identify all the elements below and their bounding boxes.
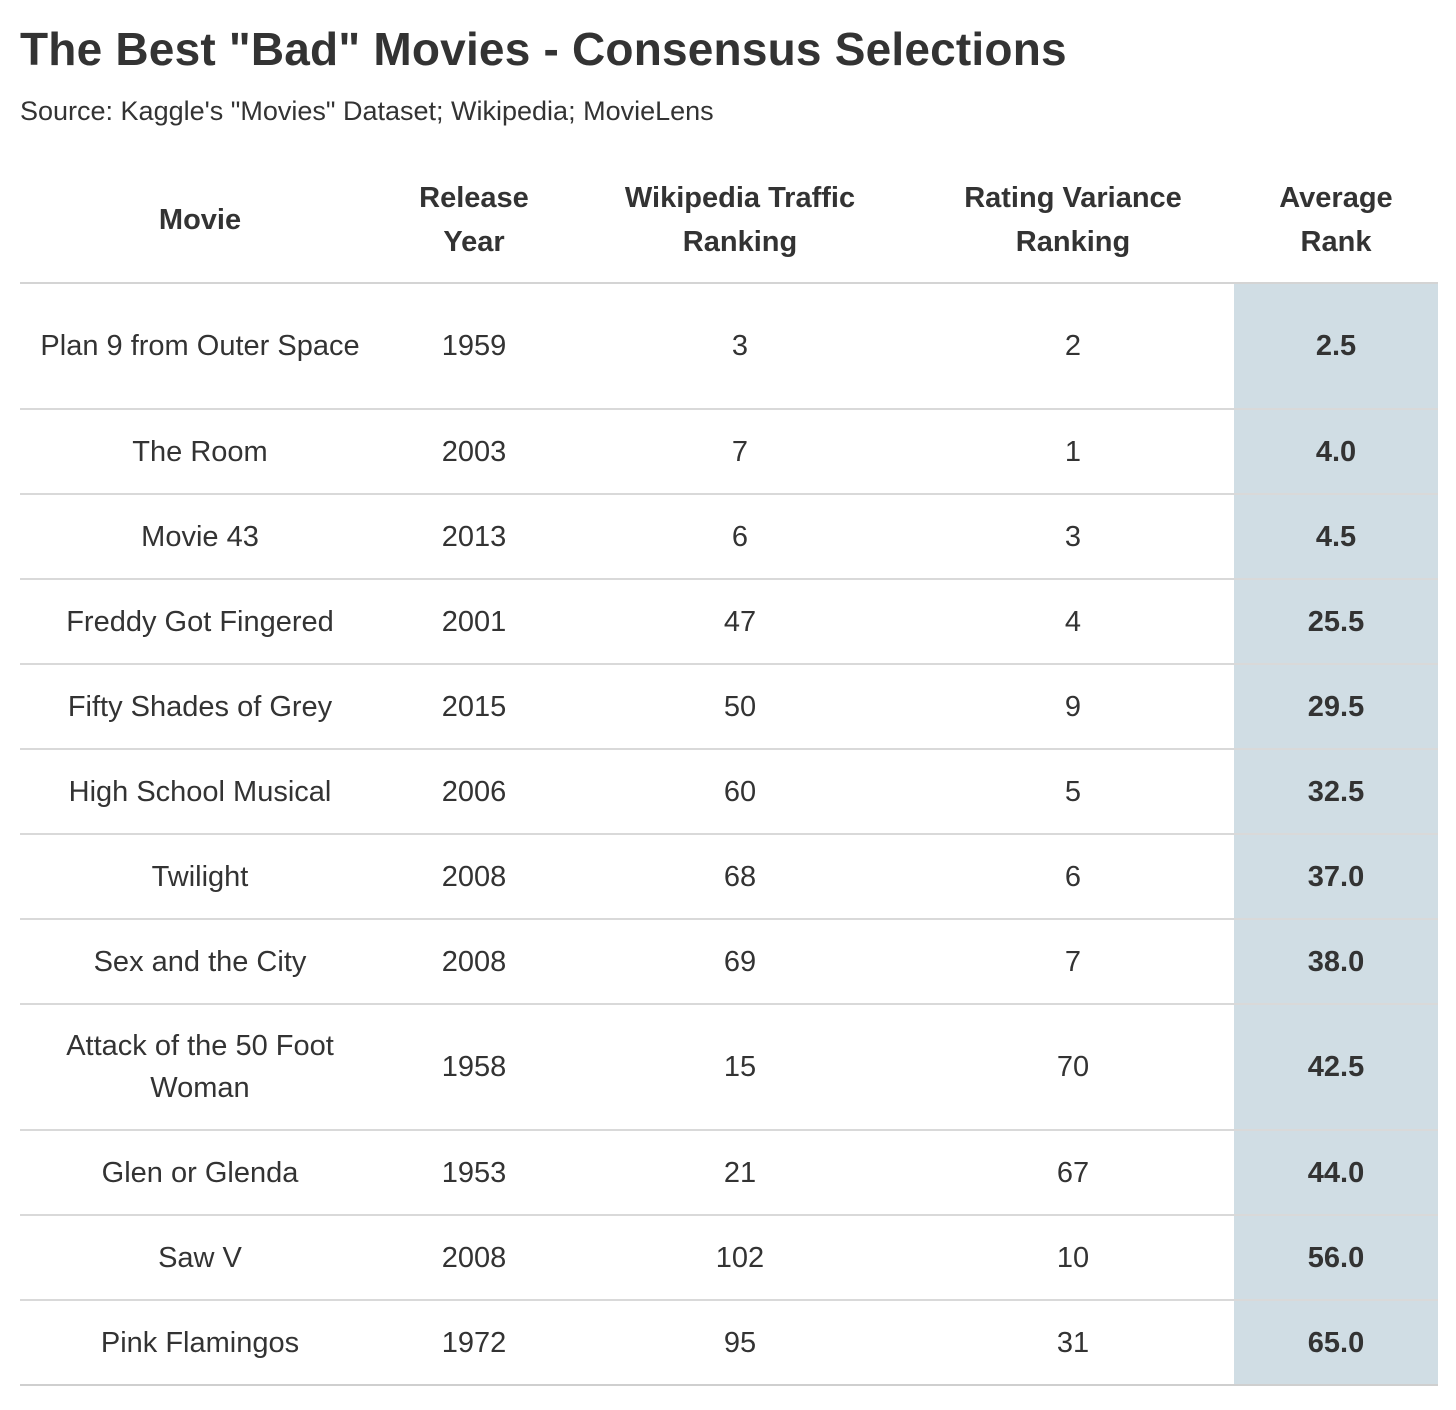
- chart-title: The Best "Bad" Movies - Consensus Select…: [20, 23, 1067, 75]
- cell-wikipedia-traffic-ranking: 15: [568, 1004, 912, 1131]
- cell-average-rank: 4.5: [1234, 494, 1438, 580]
- cell-wikipedia-traffic-ranking: 3: [568, 283, 912, 410]
- table-row: Freddy Got Fingered 2001 47 4 25.5: [20, 579, 1438, 665]
- table-row: Sex and the City 2008 69 7 38.0: [20, 919, 1438, 1005]
- cell-movie: Fifty Shades of Grey: [20, 664, 380, 750]
- header-row: Movie Release Year Wikipedia Traffic Ran…: [20, 158, 1438, 284]
- cell-release-year: 2008: [380, 834, 568, 920]
- cell-movie: Attack of the 50 Foot Woman: [20, 1004, 380, 1131]
- cell-wikipedia-traffic-ranking: 7: [568, 409, 912, 495]
- cell-average-rank: 37.0: [1234, 834, 1438, 920]
- chart-subtitle: Source: Kaggle's "Movies" Dataset; Wikip…: [20, 96, 714, 126]
- cell-average-rank: 38.0: [1234, 919, 1438, 1005]
- cell-movie: Freddy Got Fingered: [20, 579, 380, 665]
- cell-rating-variance-ranking: 67: [912, 1130, 1234, 1216]
- cell-rating-variance-ranking: 31: [912, 1300, 1234, 1386]
- cell-average-rank: 44.0: [1234, 1130, 1438, 1216]
- cell-release-year: 1958: [380, 1004, 568, 1131]
- cell-average-rank: 56.0: [1234, 1215, 1438, 1301]
- table-header: Movie Release Year Wikipedia Traffic Ran…: [20, 158, 1438, 284]
- cell-movie: High School Musical: [20, 749, 380, 835]
- cell-average-rank: 25.5: [1234, 579, 1438, 665]
- cell-average-rank: 2.5: [1234, 283, 1438, 410]
- table-row: Plan 9 from Outer Space 1959 3 2 2.5: [20, 283, 1438, 410]
- movies-table: Movie Release Year Wikipedia Traffic Ran…: [20, 158, 1438, 1386]
- cell-wikipedia-traffic-ranking: 69: [568, 919, 912, 1005]
- cell-rating-variance-ranking: 6: [912, 834, 1234, 920]
- cell-rating-variance-ranking: 3: [912, 494, 1234, 580]
- table-row: Attack of the 50 Foot Woman 1958 15 70 4…: [20, 1004, 1438, 1131]
- table-row: The Room 2003 7 1 4.0: [20, 409, 1438, 495]
- table-row: Twilight 2008 68 6 37.0: [20, 834, 1438, 920]
- cell-wikipedia-traffic-ranking: 6: [568, 494, 912, 580]
- cell-movie: Plan 9 from Outer Space: [20, 283, 380, 410]
- cell-wikipedia-traffic-ranking: 50: [568, 664, 912, 750]
- cell-rating-variance-ranking: 9: [912, 664, 1234, 750]
- column-header-wikipedia-traffic-ranking: Wikipedia Traffic Ranking: [568, 158, 912, 284]
- cell-rating-variance-ranking: 4: [912, 579, 1234, 665]
- cell-movie: Saw V: [20, 1215, 380, 1301]
- cell-release-year: 1953: [380, 1130, 568, 1216]
- cell-movie: Movie 43: [20, 494, 380, 580]
- table-row: Saw V 2008 102 10 56.0: [20, 1215, 1438, 1301]
- cell-rating-variance-ranking: 10: [912, 1215, 1234, 1301]
- table-row: Glen or Glenda 1953 21 67 44.0: [20, 1130, 1438, 1216]
- cell-average-rank: 29.5: [1234, 664, 1438, 750]
- cell-wikipedia-traffic-ranking: 95: [568, 1300, 912, 1386]
- cell-rating-variance-ranking: 5: [912, 749, 1234, 835]
- column-header-average-rank: Average Rank: [1234, 158, 1438, 284]
- cell-movie: Pink Flamingos: [20, 1300, 380, 1386]
- cell-release-year: 2008: [380, 1215, 568, 1301]
- cell-movie: Twilight: [20, 834, 380, 920]
- cell-wikipedia-traffic-ranking: 68: [568, 834, 912, 920]
- cell-movie: Sex and the City: [20, 919, 380, 1005]
- cell-average-rank: 65.0: [1234, 1300, 1438, 1386]
- cell-release-year: 2001: [380, 579, 568, 665]
- table-body: Plan 9 from Outer Space 1959 3 2 2.5 The…: [20, 283, 1438, 1386]
- cell-rating-variance-ranking: 7: [912, 919, 1234, 1005]
- cell-release-year: 2015: [380, 664, 568, 750]
- cell-wikipedia-traffic-ranking: 102: [568, 1215, 912, 1301]
- cell-movie: The Room: [20, 409, 380, 495]
- column-header-rating-variance-ranking: Rating Variance Ranking: [912, 158, 1234, 284]
- table-row: High School Musical 2006 60 5 32.5: [20, 749, 1438, 835]
- column-header-release-year: Release Year: [380, 158, 568, 284]
- cell-wikipedia-traffic-ranking: 60: [568, 749, 912, 835]
- cell-rating-variance-ranking: 1: [912, 409, 1234, 495]
- cell-release-year: 2006: [380, 749, 568, 835]
- cell-average-rank: 4.0: [1234, 409, 1438, 495]
- cell-average-rank: 42.5: [1234, 1004, 1438, 1131]
- cell-release-year: 1972: [380, 1300, 568, 1386]
- cell-average-rank: 32.5: [1234, 749, 1438, 835]
- column-header-movie: Movie: [20, 158, 380, 284]
- cell-release-year: 2013: [380, 494, 568, 580]
- table-row: Pink Flamingos 1972 95 31 65.0: [20, 1300, 1438, 1386]
- cell-rating-variance-ranking: 70: [912, 1004, 1234, 1131]
- table-row: Movie 43 2013 6 3 4.5: [20, 494, 1438, 580]
- cell-release-year: 2003: [380, 409, 568, 495]
- cell-rating-variance-ranking: 2: [912, 283, 1234, 410]
- cell-movie: Glen or Glenda: [20, 1130, 380, 1216]
- cell-wikipedia-traffic-ranking: 47: [568, 579, 912, 665]
- cell-wikipedia-traffic-ranking: 21: [568, 1130, 912, 1216]
- cell-release-year: 2008: [380, 919, 568, 1005]
- table-row: Fifty Shades of Grey 2015 50 9 29.5: [20, 664, 1438, 750]
- cell-release-year: 1959: [380, 283, 568, 410]
